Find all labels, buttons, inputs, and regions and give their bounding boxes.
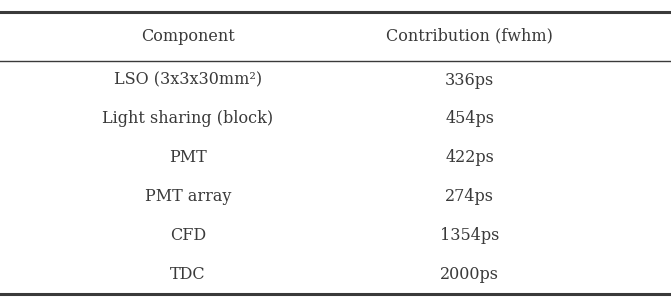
Text: LSO (3x3x30mm²): LSO (3x3x30mm²) <box>114 72 262 88</box>
Text: 454ps: 454ps <box>445 110 495 128</box>
Text: Component: Component <box>141 28 235 45</box>
Text: CFD: CFD <box>170 227 206 244</box>
Text: TDC: TDC <box>170 266 206 283</box>
Text: Light sharing (block): Light sharing (block) <box>102 110 274 128</box>
Text: PMT: PMT <box>169 149 207 166</box>
Text: PMT array: PMT array <box>145 188 231 205</box>
Text: Contribution (fwhm): Contribution (fwhm) <box>386 28 553 45</box>
Text: 1354ps: 1354ps <box>440 227 499 244</box>
Text: 274ps: 274ps <box>445 188 495 205</box>
Text: 336ps: 336ps <box>445 72 495 88</box>
Text: 2000ps: 2000ps <box>440 266 499 283</box>
Text: 422ps: 422ps <box>446 149 494 166</box>
